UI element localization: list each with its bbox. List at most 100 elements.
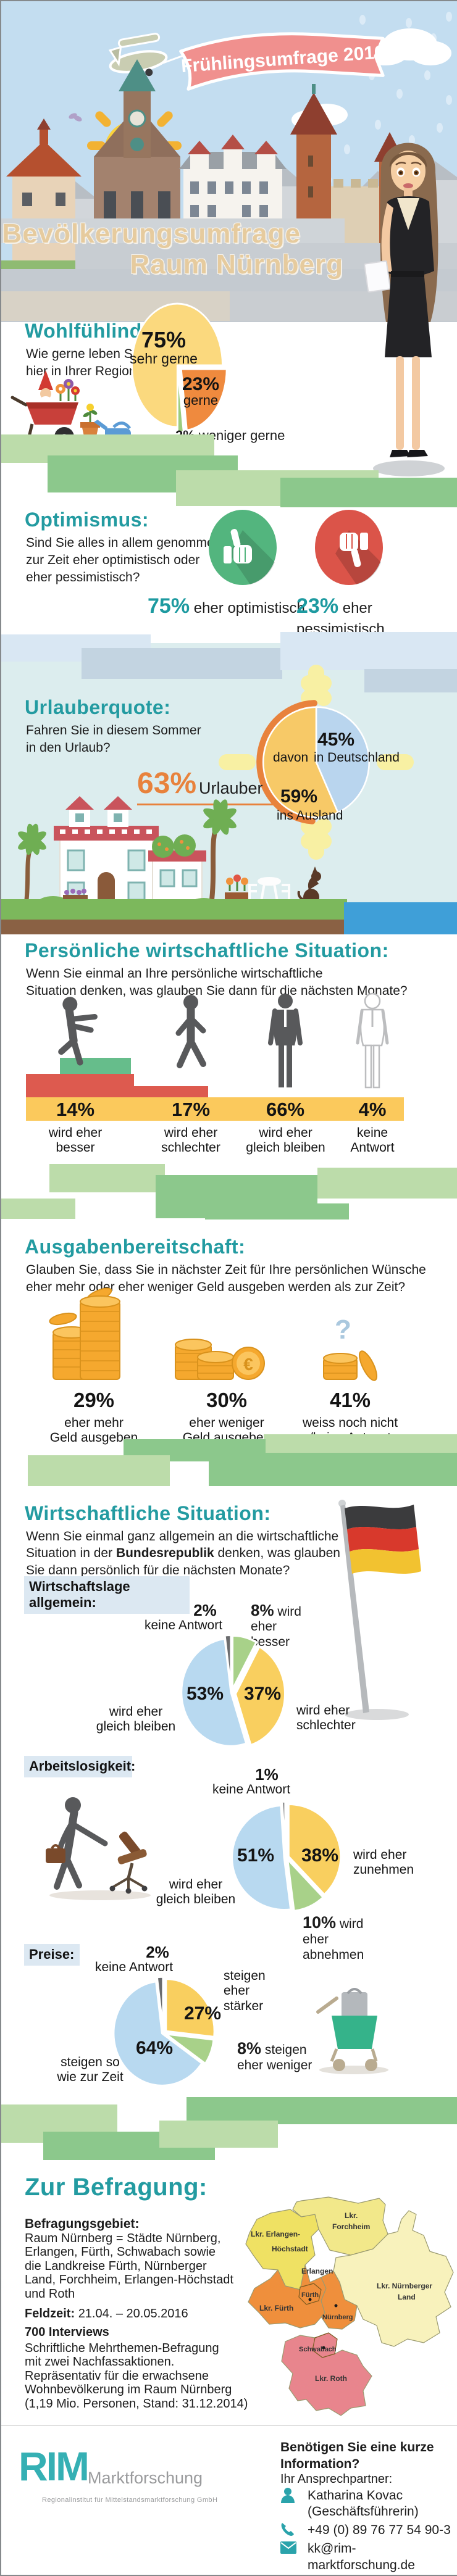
map-region-schwabach (312, 2332, 338, 2358)
wirtschaft-question-bold: Bundesrepublik (115, 1546, 214, 1561)
urlaub-label-davon: davon (273, 750, 309, 765)
decor-bar (364, 669, 457, 692)
ausgaben-value-weniger: 30% (206, 1389, 248, 1411)
header-city-scene: Frühlingsumfrage 2016 (1, 1, 457, 322)
decor-bar (28, 1455, 170, 1486)
svg-text:€: € (243, 1355, 253, 1374)
preise-label-keine: keine Antwort (94, 1960, 174, 1974)
footer-contact-role: (Geschäftsführerin) (308, 2504, 419, 2519)
arbeitslosigkeit-value-gleich: 51% (237, 1845, 275, 1866)
preise-label-sowie: steigen so wie zur Zeit (57, 2055, 124, 2085)
wirtschaftslage-label-keine: keine Antwort (144, 1618, 223, 1632)
decor-bar (280, 632, 457, 670)
step-red (26, 1074, 134, 1097)
preise-value-keine: 2% (146, 1943, 169, 1961)
wirtschaftslage-label-gleich: wird eher gleich bleiben (96, 1705, 176, 1734)
arbeitslosigkeit-label-zunehmen: wird eher zunehmen (353, 1848, 414, 1877)
decor-bar (159, 2121, 278, 2148)
page-title-line2: Raum Nürnberg (130, 249, 343, 280)
phone-icon (281, 2523, 294, 2536)
decor-bar (264, 1434, 457, 1454)
preise-value-staerker: 27% (184, 2003, 222, 2024)
wirtschaftslage-value-schlechter: 37% (244, 1684, 282, 1704)
urlauber-underline (137, 804, 279, 805)
coins-some-icon: € (175, 1339, 265, 1380)
wirtschaft-question-line3: Sie dann persönlich für die nächsten Mon… (26, 1563, 290, 1577)
page-title-line1: Bevölkerungsumfrage (2, 218, 301, 249)
urlauberquote-heading: Urlauberquote: (25, 696, 171, 718)
map-region-nuernberger-land (333, 2210, 454, 2347)
office-chair-icon (109, 1831, 148, 1894)
step-green (60, 1058, 131, 1074)
wirtschaftslage-besser: 8% wird eher besser (251, 1601, 317, 1650)
urlauberquote-question: Fahren Sie in diesem Sommer in den Urlau… (26, 723, 201, 755)
percentage-bar (26, 1097, 404, 1121)
flowers-icon (56, 379, 80, 401)
persoenlich-value-schlechter: 17% (171, 1099, 211, 1120)
wirtschaftslage-pie-chart (180, 1634, 287, 1748)
preise-value-weniger: 8% (237, 2039, 262, 2058)
ausgaben-value-mehr: 29% (73, 1389, 115, 1411)
persoenliche-situation-heading: Persönliche wirtschaftliche Situation: (25, 939, 389, 962)
mail-icon (280, 2541, 296, 2554)
persoenlich-label-keine: keine Antwort (350, 1126, 395, 1155)
befragung-gebiet-label: Befragungsgebiet: (25, 2217, 140, 2231)
palm-tree-icon (18, 823, 46, 906)
map-label-erlangen: Erlangen (301, 2267, 333, 2275)
urlaub-label-deutschland: in Deutschland (314, 750, 400, 765)
decor-bar (49, 1164, 165, 1192)
befragung-interviews: 700 Interviews (25, 2325, 109, 2339)
befragung-beschreibung: Schriftliche Mehrthemen-Befragung mit zw… (25, 2341, 248, 2411)
house-icon (54, 796, 206, 906)
map-region-nuernberg (321, 2271, 358, 2330)
ausgaben-value-unbekannt: 41% (329, 1389, 371, 1411)
persoenlich-label-gleich: wird eher gleich bleiben (246, 1126, 325, 1155)
arbeitslosigkeit-value-keine: 1% (255, 1765, 279, 1784)
rim-logo-sub: Marktforschung (88, 2469, 203, 2487)
urlauberquote-label-urlauber: Urlauber (199, 779, 263, 797)
preise-label-weniger: steigen eher weniger (237, 2043, 312, 2073)
wirtschaftslage-label-besser: wird eher besser (251, 1605, 301, 1649)
preise-label-staerker: steigen eher stärker (224, 1969, 266, 2013)
map-label-forchheim1: Lkr. (345, 2211, 358, 2220)
persoenlich-value-keine: 4% (358, 1099, 387, 1120)
wirtschaft-question-line2a: Situation in der (26, 1546, 116, 1561)
wirtschaft-question-line2c: denken, was glauben (214, 1546, 340, 1561)
figure-outline-icon (356, 992, 389, 1089)
arbeitslosigkeit-value-zunehmen: 38% (301, 1845, 339, 1866)
footer-contact-phone: +49 (0) 89 76 77 54 90-3 (308, 2523, 451, 2537)
footer-contact-email: kk@rim-marktforschung.de (308, 2541, 415, 2573)
wirtschaft-heading: Wirtschaftliche Situation: (25, 1502, 271, 1524)
preise-subheading: Preise: (24, 1944, 80, 1966)
persoenlich-value-gleich: 66% (266, 1099, 305, 1120)
soil-strip (1, 920, 347, 934)
footer-divider (1, 2425, 457, 2426)
figure-walking-icon (175, 995, 206, 1068)
decor-bar (82, 648, 282, 679)
persoenlich-label-schlechter: wird eher schlechter (161, 1126, 220, 1155)
coins-few-icon (323, 1350, 377, 1381)
wirtschaftslage-value-keine: 2% (193, 1601, 217, 1619)
map-label-roth: Lkr. Roth (315, 2374, 347, 2383)
urlauberquote-value-urlauber: 63% (137, 767, 197, 800)
urlaub-value-ausland: 59% (280, 786, 318, 807)
wohlfuehlindex-question: Wie gerne leben Sie hier in Ihrer Region… (26, 347, 144, 378)
grass-strip (1, 899, 347, 920)
gnome-icon (38, 370, 53, 404)
water-strip (344, 902, 457, 934)
map-label-fuerth: Fürth (301, 2291, 319, 2299)
arbeitslosigkeit-abnehmen: 10% wird eher abnehmen (303, 1913, 387, 1963)
arbeitslosigkeit-label-keine: keine Antwort (212, 1782, 291, 1797)
map-label-erlangen-hoechstadt1: Lkr. Erlangen- (251, 2230, 300, 2238)
preise-value-sowie: 64% (136, 2038, 174, 2058)
unemployment-person-icon (46, 1797, 151, 1900)
palm-tree-icon (203, 799, 237, 906)
preise-pie-chart (112, 1976, 216, 2087)
figure-suit-icon (268, 994, 303, 1087)
arbeitslosigkeit-pie-chart (230, 1800, 342, 1913)
map-region-erlangen-hoechstadt (245, 2209, 319, 2290)
region-map: Lkr. Erlangen- Höchstadt Lkr. Forchheim … (245, 2196, 454, 2416)
thumb-down-icon (315, 510, 383, 585)
banner-ribbon: Frühlingsumfrage 2016 (179, 32, 385, 91)
